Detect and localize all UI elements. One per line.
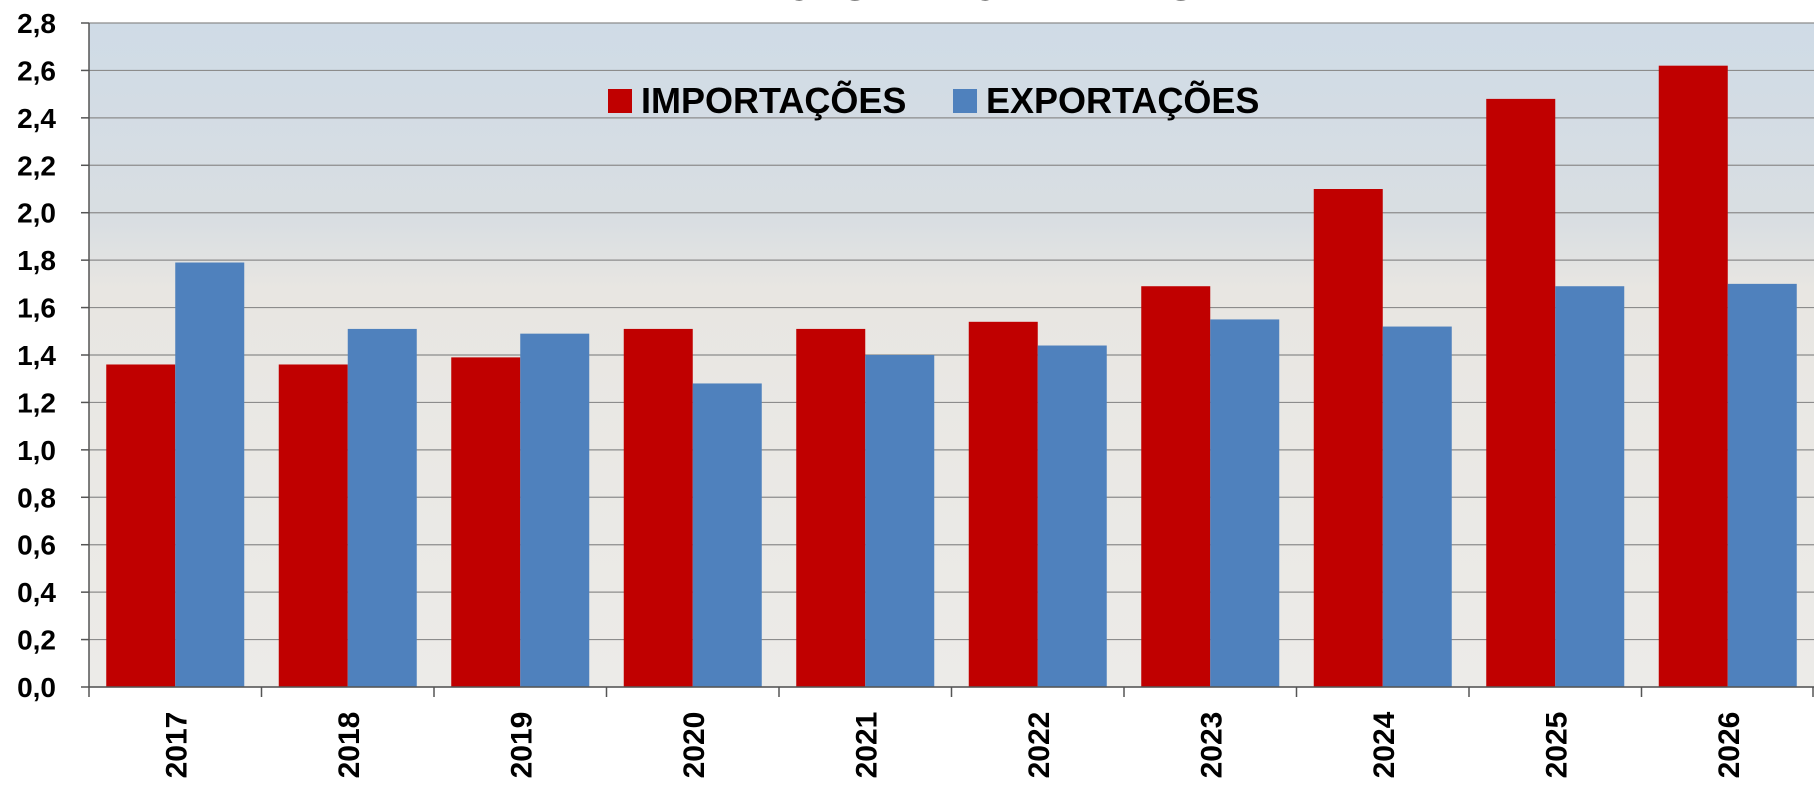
bar: [623, 328, 693, 687]
y-tick-label: 0,0: [17, 672, 56, 703]
bar: [1727, 283, 1797, 687]
bar: [1037, 345, 1107, 687]
y-tick-label: 0,2: [17, 625, 56, 656]
x-tick-label: 2019: [505, 712, 538, 779]
y-tick-label: 1,4: [17, 340, 56, 371]
legend: IMPORTAÇÕES EXPORTAÇÕES: [608, 79, 1259, 121]
bar: [1658, 65, 1728, 687]
bar: [1313, 189, 1383, 687]
bar: [968, 321, 1038, 687]
x-tick-label: 2017: [160, 712, 193, 779]
y-tick-label: 1,6: [17, 293, 56, 324]
bar: [1141, 286, 1211, 687]
x-tick-label: 2018: [333, 712, 366, 779]
x-tick-label: 2025: [1540, 712, 1573, 779]
bar: [1555, 286, 1625, 687]
legend-swatch: [608, 89, 632, 113]
bar: [692, 383, 762, 687]
bar: [1210, 319, 1280, 687]
bar: [451, 357, 521, 687]
bar: [865, 355, 935, 687]
x-tick-label: 2026: [1713, 712, 1746, 779]
y-tick-label: 0,4: [17, 577, 56, 608]
legend-label: EXPORTAÇÕES: [986, 79, 1259, 121]
x-tick-label: 2024: [1368, 711, 1401, 778]
y-tick-label: 2,0: [17, 198, 56, 229]
bar: [796, 328, 866, 687]
y-tick-label: 1,0: [17, 435, 56, 466]
y-tick-label: 1,2: [17, 387, 56, 418]
y-tick-label: 2,2: [17, 150, 56, 181]
bar: [347, 328, 417, 687]
x-tick-label: 2023: [1195, 712, 1228, 779]
bar: [1486, 98, 1556, 687]
x-tick-label: 2021: [850, 712, 883, 779]
legend-swatch: [953, 89, 977, 113]
y-tick-label: 2,8: [17, 8, 56, 39]
bar: [175, 262, 245, 687]
x-tick-label: 2020: [678, 712, 711, 779]
y-tick-label: 2,6: [17, 55, 56, 86]
bar: [520, 333, 590, 687]
y-tick-label: 0,6: [17, 530, 56, 561]
bar: [1382, 326, 1452, 687]
y-tick-label: 1,8: [17, 245, 56, 276]
x-tick-label: 2022: [1023, 712, 1056, 779]
chart-title: MILHÕES DE TONELADAS: [686, 0, 1194, 9]
bar: [106, 364, 176, 687]
y-tick-label: 0,8: [17, 482, 56, 513]
legend-label: IMPORTAÇÕES: [641, 79, 906, 121]
y-tick-label: 2,4: [17, 103, 56, 134]
bar: [278, 364, 348, 687]
